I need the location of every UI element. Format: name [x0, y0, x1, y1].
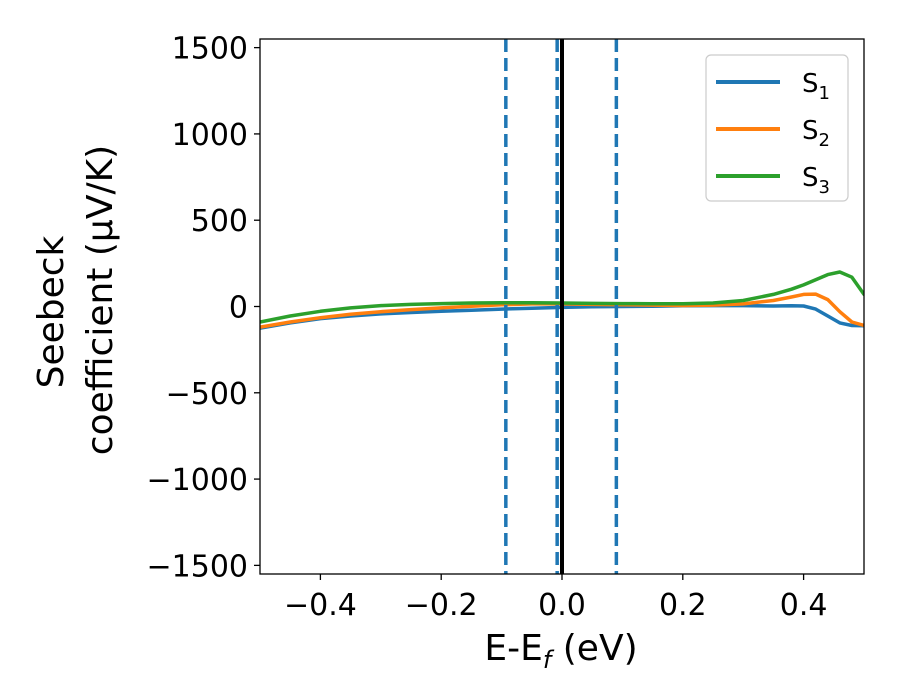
- y-tick-label: 1000: [172, 118, 248, 153]
- y-axis-title-line2: coefficient (μV/K): [80, 145, 121, 455]
- x-tick-label: 0.4: [780, 588, 828, 623]
- legend-label-s3: S3: [802, 163, 830, 198]
- x-axis-title-main: E-E: [484, 628, 542, 669]
- y-tick-label: 500: [191, 204, 248, 239]
- legend: S1 S2 S3: [705, 54, 849, 202]
- x-axis-ticks: −0.4 −0.2 0.0 0.2 0.4: [284, 574, 827, 623]
- x-tick-label: 0.0: [538, 588, 586, 623]
- y-tick-label: 1500: [172, 32, 248, 67]
- plot-area-layer: [259, 38, 865, 575]
- y-tick-label: 0: [229, 291, 248, 326]
- x-tick-label: 0.2: [659, 588, 707, 623]
- y-axis-title-line1: Seebeck: [31, 235, 72, 388]
- x-axis-title: E-Ef (eV): [484, 628, 637, 674]
- y-tick-label: −1000: [147, 463, 248, 498]
- series-line-s3: [260, 270, 864, 324]
- x-axis-title-unit: (eV): [551, 628, 637, 669]
- y-axis-ticks: 1500 1000 500 0 −500 −1000 −1500: [147, 32, 260, 584]
- plot-data-group: [260, 39, 864, 574]
- x-tick-label: −0.4: [284, 588, 357, 623]
- x-tick-label: −0.2: [405, 588, 478, 623]
- legend-label-s2: S2: [802, 116, 830, 151]
- legend-label-s1: S1: [802, 69, 830, 104]
- y-tick-label: −500: [166, 377, 248, 412]
- axes-layer: −0.4 −0.2 0.0 0.2 0.4 1500 1000 500 0 −500 −1000 −…: [31, 32, 827, 674]
- y-tick-label: −1500: [147, 549, 248, 584]
